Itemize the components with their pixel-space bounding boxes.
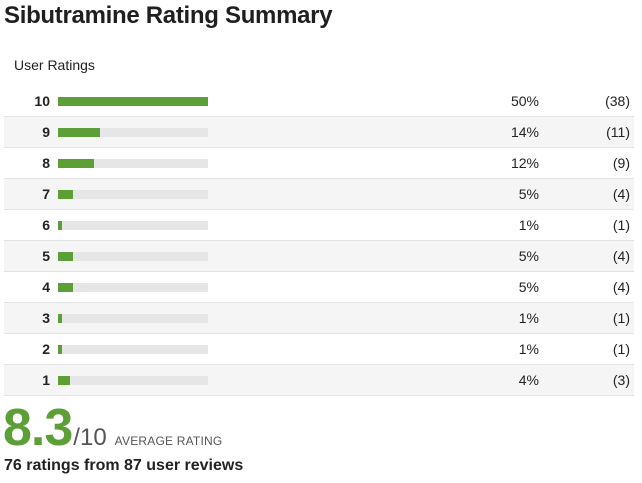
rating-label: 5	[42, 248, 50, 264]
rating-count: (1)	[612, 217, 630, 233]
rating-label: 1	[42, 372, 50, 388]
rating-bar-track	[58, 97, 208, 106]
rating-percent: 5%	[518, 186, 539, 202]
rating-bar-track	[58, 128, 208, 137]
rating-bar-fill	[58, 128, 100, 137]
rating-row: 6 1% (1)	[4, 210, 634, 241]
rating-percent: 14%	[510, 124, 539, 140]
rating-row: 9 14% (11)	[4, 117, 634, 148]
rating-label: 8	[42, 155, 50, 171]
average-score: 8.3	[3, 399, 73, 457]
rating-count: (4)	[612, 279, 630, 295]
rating-bar-fill	[58, 97, 208, 106]
ratings-table: 10 50% (38) 9 14% (11) 8 12% (9) 7 5% (4) 6 1% (1) 5 5%(…	[4, 86, 634, 396]
rating-bar-track	[58, 314, 208, 323]
rating-count: (4)	[612, 248, 630, 264]
rating-percent: 12%	[510, 155, 539, 171]
rating-count: (4)	[612, 186, 630, 202]
rating-bar-track	[58, 345, 208, 354]
rating-percent: 50%	[510, 93, 539, 109]
rating-count: (38)	[605, 93, 630, 109]
rating-percent: 1%	[518, 310, 539, 326]
rating-bar-track	[58, 221, 208, 230]
rating-bar-fill	[58, 190, 73, 199]
rating-label: 2	[42, 341, 50, 357]
ratings-summary: 76 ratings from 87 user reviews	[4, 457, 244, 474]
rating-count: (9)	[612, 155, 630, 171]
rating-bar-fill	[58, 159, 94, 168]
rating-count: (3)	[612, 372, 630, 388]
rating-percent: 5%	[518, 279, 539, 295]
average-rating: 8.3 /10 AVERAGE RATING	[3, 398, 222, 458]
rating-count: (1)	[612, 341, 630, 357]
rating-label: 3	[42, 310, 50, 326]
rating-bar-fill	[58, 283, 73, 292]
rating-bar-track	[58, 283, 208, 292]
rating-bar-track	[58, 252, 208, 261]
average-rating-label: AVERAGE RATING	[114, 434, 223, 448]
rating-row: 2 1% (1)	[4, 334, 634, 365]
rating-row: 10 50% (38)	[4, 86, 634, 117]
rating-row: 7 5% (4)	[4, 179, 634, 210]
rating-label: 7	[42, 186, 50, 202]
section-subtitle: User Ratings	[14, 57, 95, 73]
rating-bar-fill	[58, 252, 73, 261]
rating-percent: 5%	[518, 248, 539, 264]
rating-bar-fill	[58, 314, 62, 323]
rating-count: (1)	[612, 310, 630, 326]
rating-row: 1 4% (3)	[4, 365, 634, 396]
page-title: Sibutramine Rating Summary	[4, 2, 333, 29]
rating-percent: 1%	[518, 341, 539, 357]
rating-bar-fill	[58, 376, 70, 385]
rating-label: 10	[34, 93, 50, 109]
rating-bar-fill	[58, 221, 62, 230]
average-out-of: /10	[73, 424, 107, 451]
rating-bar-fill	[58, 345, 62, 354]
rating-row: 5 5% (4)	[4, 241, 634, 272]
rating-bar-track	[58, 159, 208, 168]
rating-row: 8 12% (9)	[4, 148, 634, 179]
rating-label: 9	[42, 124, 50, 140]
rating-bar-track	[58, 190, 208, 199]
rating-bar-track	[58, 376, 208, 385]
rating-label: 4	[42, 279, 50, 295]
rating-row: 4 5% (4)	[4, 272, 634, 303]
rating-row: 3 1% (1)	[4, 303, 634, 334]
rating-percent: 4%	[518, 372, 539, 388]
rating-label: 6	[42, 217, 50, 233]
rating-count: (11)	[606, 124, 630, 140]
rating-percent: 1%	[518, 217, 539, 233]
